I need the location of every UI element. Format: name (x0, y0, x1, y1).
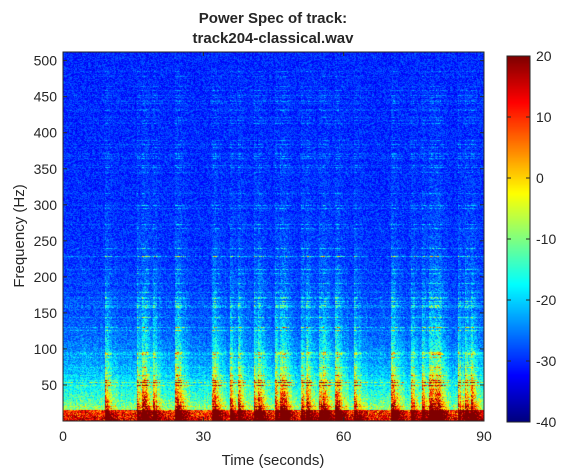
chart-title-line-2: track204-classical.wav (193, 30, 355, 47)
colorbar-tick-label: -10 (536, 231, 556, 247)
y-tick-label: 500 (34, 53, 58, 69)
plot-area (62, 51, 485, 422)
x-tick-label: 0 (59, 428, 67, 444)
x-axis-ticks: 0 30 60 90 (59, 52, 492, 444)
colorbar-tick-label: -20 (536, 292, 556, 308)
colorbar-tick-label: -40 (536, 414, 556, 430)
y-tick-label: 250 (34, 233, 58, 249)
y-tick-label: 450 (34, 89, 58, 105)
y-tick-label: 200 (34, 269, 58, 285)
y-tick-label: 100 (34, 341, 58, 357)
x-tick-label: 60 (336, 428, 352, 444)
colorbar-ticks: 20 10 0 -10 -20 -30 -40 (507, 48, 556, 430)
colorbar-tick-label: 0 (536, 170, 544, 186)
colorbar-tick-label: 20 (536, 48, 552, 64)
colorbar-gradient (507, 56, 530, 422)
chart-title-line-1: Power Spec of track: (199, 10, 347, 27)
colorbar: 20 10 0 -10 -20 -30 -40 (506, 48, 556, 430)
colorbar-tick-label: 10 (536, 109, 552, 125)
spectrogram-image (63, 52, 484, 421)
plot-frame (62, 51, 485, 422)
y-tick-label: 50 (41, 377, 57, 393)
y-tick-label: 400 (34, 125, 58, 141)
y-tick-label: 150 (34, 305, 58, 321)
x-tick-label: 30 (196, 428, 212, 444)
y-tick-label: 300 (34, 197, 58, 213)
y-axis-ticks: 50 100 150 200 250 300 350 400 450 500 (34, 53, 484, 393)
x-tick-label: 90 (476, 428, 492, 444)
colorbar-tick-label: -30 (536, 353, 556, 369)
y-tick-label: 350 (34, 161, 58, 177)
y-axis-label: Frequency (Hz) (11, 184, 28, 287)
x-axis-label: Time (seconds) (222, 452, 325, 469)
